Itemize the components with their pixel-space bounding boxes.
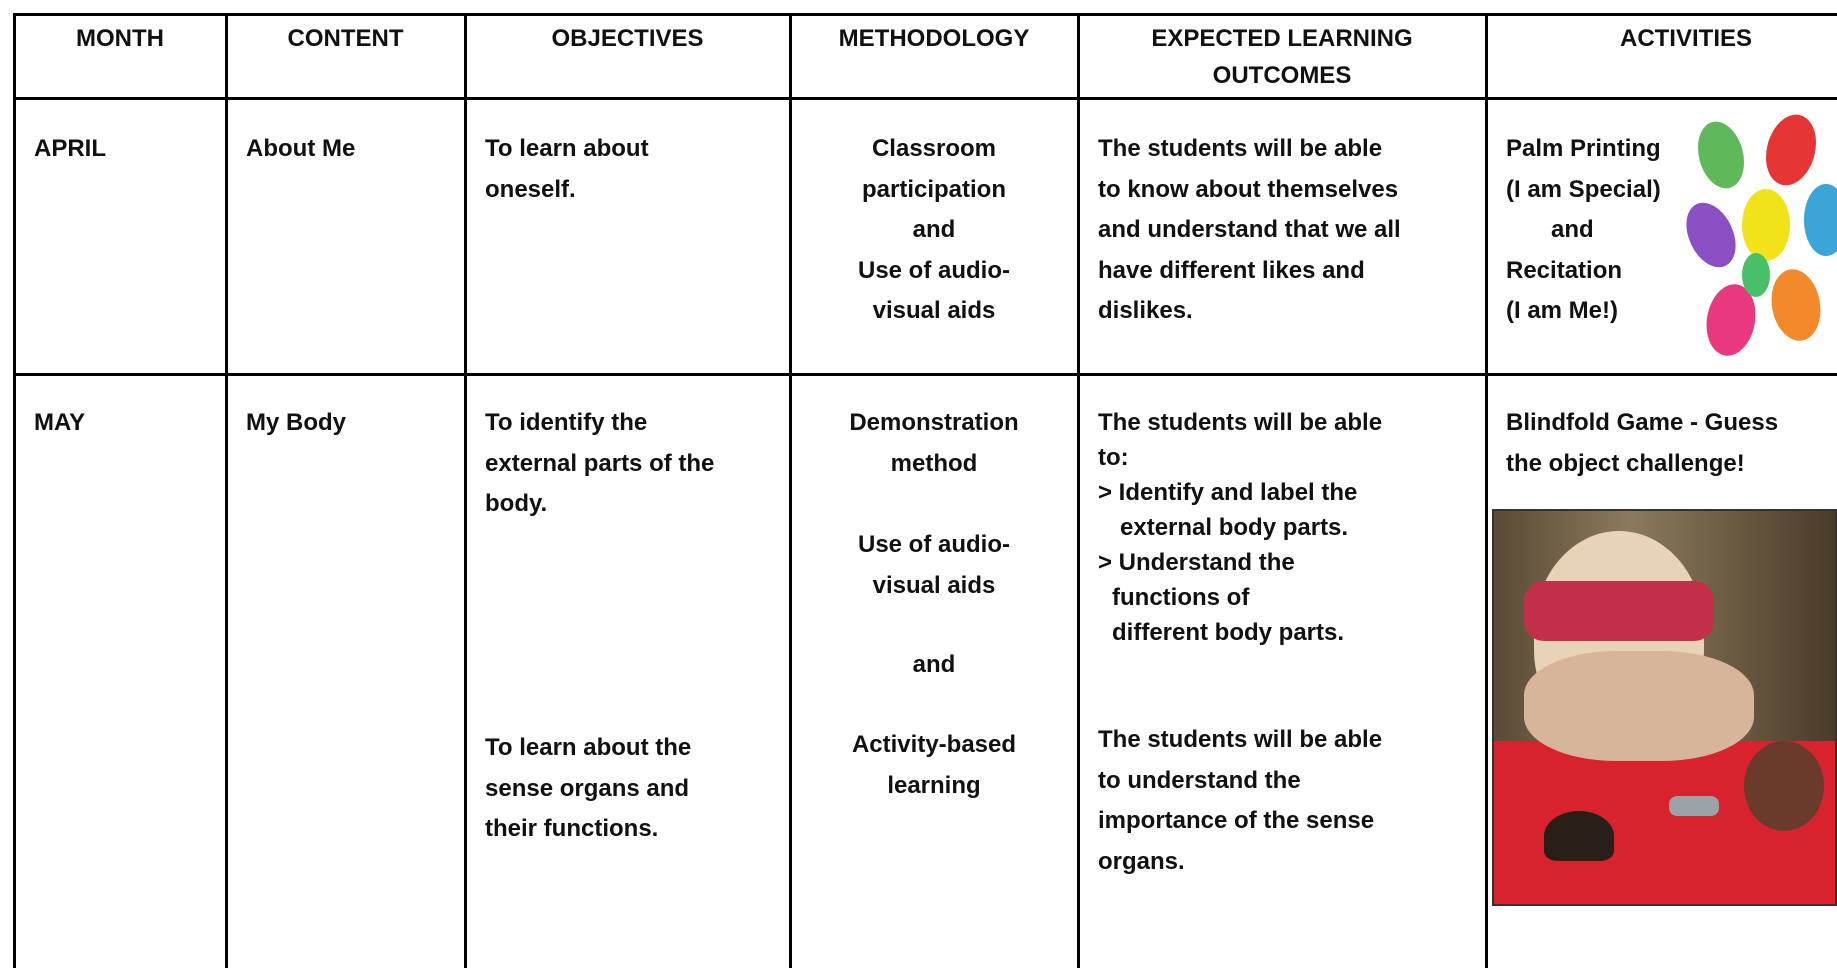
header-cell: MONTH bbox=[76, 25, 164, 52]
cell-text: The students will be able bbox=[1098, 726, 1383, 753]
column-border bbox=[789, 13, 792, 968]
cell-text: Demonstration bbox=[849, 409, 1019, 436]
cell-text: The students will be able bbox=[1098, 409, 1383, 436]
row-border bbox=[13, 13, 1837, 16]
cell-text: importance of the sense bbox=[1098, 807, 1375, 834]
cell-text: the object challenge! bbox=[1506, 449, 1745, 477]
cell-text: sense organs and bbox=[485, 774, 690, 802]
cell-text: To identify the bbox=[485, 409, 648, 436]
row-border bbox=[13, 373, 1837, 376]
cell-text: Use of audio- bbox=[857, 256, 1010, 284]
cell-text: method bbox=[890, 449, 978, 477]
cell-text: have different likes and bbox=[1098, 256, 1365, 284]
cell-text: to: bbox=[1098, 444, 1129, 471]
cell-text: The students will be able bbox=[1098, 135, 1383, 162]
cell-text: visual aids bbox=[872, 297, 996, 324]
cell-text: external body parts. bbox=[1120, 514, 1349, 541]
column-border bbox=[464, 13, 467, 968]
cell-text: dislikes. bbox=[1098, 297, 1193, 324]
cell-text: visual aids bbox=[872, 571, 996, 599]
header-cell: METHODOLOGY bbox=[838, 25, 1030, 52]
header-cell: OBJECTIVES bbox=[551, 25, 704, 52]
cell-text: Recitation bbox=[1506, 256, 1623, 284]
cell-text: oneself. bbox=[485, 175, 576, 203]
cell-text: APRIL bbox=[34, 135, 106, 162]
cell-text: > Identify and label the bbox=[1098, 479, 1358, 506]
cell-text: Palm Printing bbox=[1506, 135, 1661, 162]
hands-image bbox=[1686, 114, 1837, 356]
cell-text: About Me bbox=[246, 135, 356, 162]
column-border bbox=[225, 13, 228, 968]
column-border bbox=[1077, 13, 1080, 968]
column-border bbox=[13, 13, 16, 968]
cell-text: to know about themselves bbox=[1098, 175, 1399, 203]
cell-text: My Body bbox=[246, 409, 347, 436]
blindfold-photo bbox=[1492, 509, 1837, 906]
cell-text: different body parts. bbox=[1112, 619, 1345, 646]
cell-text: and understand that we all bbox=[1098, 216, 1401, 243]
row-border bbox=[13, 97, 1837, 100]
cell-text: their functions. bbox=[485, 815, 659, 842]
cell-text: and bbox=[1551, 216, 1594, 243]
cell-text: > Understand the bbox=[1098, 549, 1295, 576]
header-cell: OUTCOMES bbox=[1212, 62, 1352, 89]
cell-text: Blindfold Game - Guess bbox=[1506, 409, 1779, 436]
header-cell: ACTIVITIES bbox=[1619, 25, 1752, 52]
cell-text: body. bbox=[485, 490, 548, 517]
cell-text: organs. bbox=[1098, 847, 1185, 875]
cell-text: and bbox=[912, 216, 956, 243]
header-cell: CONTENT bbox=[287, 25, 404, 52]
cell-text: Use of audio- bbox=[857, 531, 1010, 558]
column-border bbox=[1485, 13, 1488, 968]
cell-text: Activity-based bbox=[851, 731, 1017, 758]
cell-text: To learn about bbox=[485, 135, 649, 162]
cell-text: Classroom bbox=[871, 135, 997, 162]
cell-text: (I am Special) bbox=[1506, 175, 1661, 203]
cell-text: functions of bbox=[1112, 584, 1250, 611]
cell-text: external parts of the bbox=[485, 449, 715, 477]
cell-text: to understand the bbox=[1098, 766, 1301, 794]
cell-text: and bbox=[912, 651, 956, 678]
cell-text: learning bbox=[887, 771, 981, 799]
cell-text: MAY bbox=[34, 409, 86, 436]
header-cell: EXPECTED LEARNING bbox=[1151, 25, 1413, 52]
cell-text: (I am Me!) bbox=[1506, 297, 1619, 324]
cell-text: participation bbox=[861, 175, 1006, 203]
cell-text: To learn about the bbox=[485, 734, 692, 761]
